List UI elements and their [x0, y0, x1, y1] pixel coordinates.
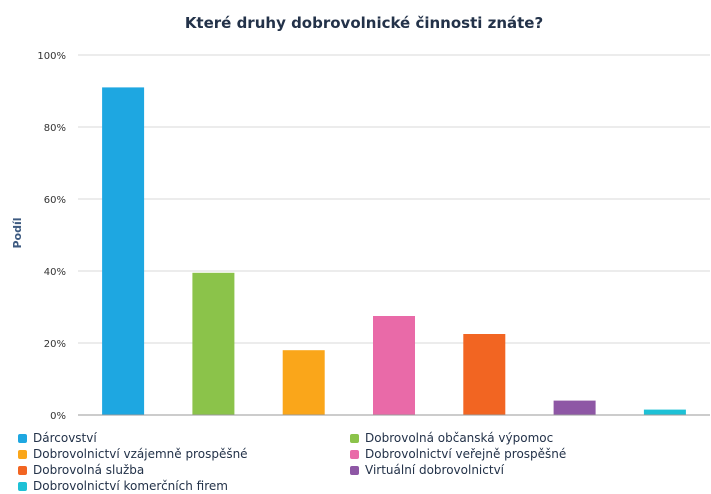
chart-legend: Dárcovství Dobrovolná občanská výpomoc Dob…	[18, 430, 708, 493]
y-tick-label: 60%	[44, 195, 66, 206]
y-axis-ticks: 0% 20% 40% 60% 80% 100%	[37, 51, 66, 422]
y-axis-label: Podíl	[11, 217, 24, 248]
legend-item[interactable]: Dobrovolnictví komerčních firem	[18, 478, 228, 494]
legend-label: Dobrovolná občanská výpomoc	[365, 431, 554, 445]
legend-swatch	[350, 433, 359, 443]
legend-item[interactable]: Dobrovolnictví vzájemně prospěšné	[18, 446, 248, 462]
bar-6	[643, 409, 686, 415]
y-tick-label: 80%	[44, 123, 66, 134]
legend-item[interactable]: Dárcovství	[18, 430, 97, 446]
bar-4	[463, 334, 506, 415]
bars	[102, 87, 686, 416]
legend-swatch	[18, 481, 27, 491]
y-tick-label: 20%	[44, 339, 66, 350]
bar-0	[102, 87, 145, 416]
legend-label: Dobrovolnictví komerčních firem	[33, 479, 228, 493]
legend-label: Virtuální dobrovolnictví	[365, 463, 505, 477]
chart-title: Které druhy dobrovolnické činnosti znáte…	[185, 14, 543, 32]
y-tick-label: 100%	[37, 51, 66, 62]
legend-swatch	[350, 465, 359, 475]
bar-3	[373, 316, 415, 415]
legend-swatch	[18, 433, 27, 443]
legend-swatch	[18, 449, 27, 459]
legend-item[interactable]: Dobrovolnictví veřejně prospěšné	[350, 446, 566, 462]
legend-item[interactable]: Virtuální dobrovolnictví	[350, 462, 504, 478]
legend-label: Dobrovolnictví vzájemně prospěšné	[33, 447, 248, 461]
legend-item[interactable]: Dobrovolná občanská výpomoc	[350, 430, 553, 446]
legend-label: Dobrovolnictví veřejně prospěšné	[365, 447, 567, 461]
legend-swatch	[350, 449, 359, 459]
legend-label: Dobrovolná služba	[33, 463, 145, 477]
y-tick-label: 40%	[44, 267, 66, 278]
bar-5	[553, 400, 596, 415]
bar-1	[192, 272, 235, 415]
bar-2	[282, 350, 325, 415]
legend-item[interactable]: Dobrovolná služba	[18, 462, 144, 478]
legend-swatch	[18, 465, 27, 475]
gridlines	[78, 54, 710, 344]
legend-label: Dárcovství	[33, 431, 97, 445]
y-tick-label: 0%	[50, 411, 66, 422]
